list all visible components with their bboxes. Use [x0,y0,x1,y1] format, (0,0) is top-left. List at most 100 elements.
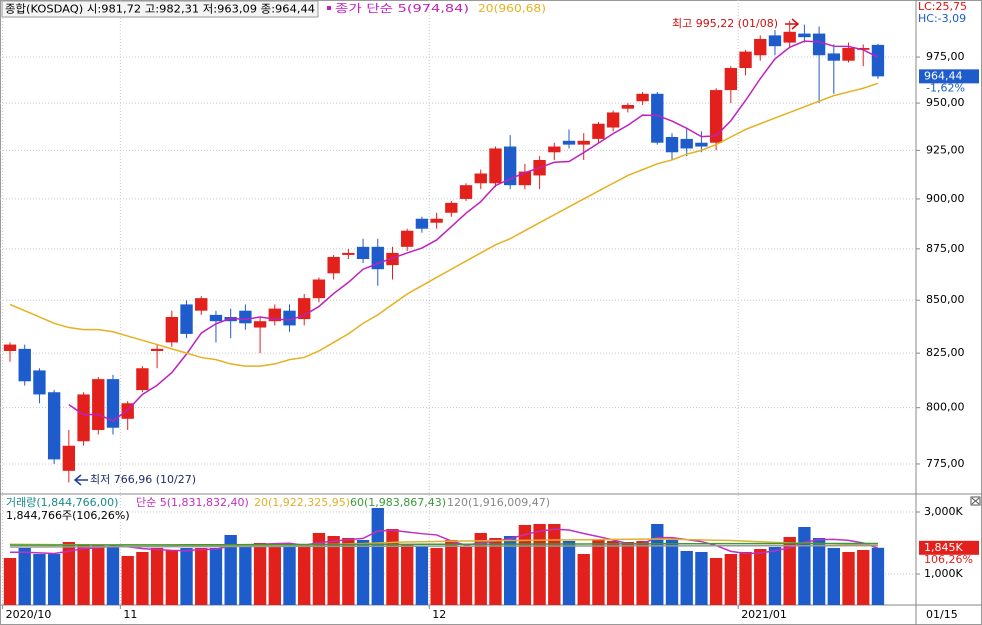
close-icon [971,497,980,505]
y-tick-label: 875,00 [926,242,965,255]
candle-body [459,185,473,199]
volume-bar [386,528,399,605]
low-annotation: 최저 766,96 (10/27) [90,473,196,486]
volume-bar [503,535,517,605]
y-tick-label: 975,00 [926,50,965,63]
volume-bar [224,534,237,605]
candle-body [92,379,105,430]
volume-bar [165,550,179,605]
high-annotation: 최고 995,22 (01/08) [672,17,778,30]
volume-bar [239,546,252,605]
legend-entry: 종가 단순 5(974,84) [335,2,469,15]
volume-bar [445,539,458,605]
candle-body [651,93,664,143]
change-label: -1,62% [926,81,965,94]
legend-entry: 60(1,983,867,43) [350,496,446,509]
candle-body [239,310,252,324]
hc-label: HC:-3,09 [918,12,966,25]
candle-body [592,123,605,139]
candle-body [180,304,193,334]
volume-bar [857,550,870,605]
volume-bar [356,539,370,605]
volume-bar [401,545,414,605]
volume-bar [298,545,311,605]
volume-ma-line [10,544,878,548]
title-box [1,0,319,18]
candle-body [606,112,620,128]
volume-bar [812,538,826,605]
lc-label: LC:25,75 [918,0,967,13]
candle-body [562,140,576,145]
candle-body [665,137,679,153]
candle-body [489,148,502,184]
candle-body [77,394,90,442]
candle-body [783,31,796,43]
candle-body [857,47,870,50]
volume-title: 거래량(1,844,766,00) [6,496,118,509]
candle-body [401,230,414,247]
volume-bar [562,540,576,605]
candle-body [695,142,708,147]
candle-body [312,279,326,299]
candle-body [18,348,31,382]
volume-bar [268,546,281,605]
candle-body [768,35,782,47]
volume-bar [533,523,546,605]
volume-bar [739,551,752,605]
volume-bar [651,523,664,605]
candle-body [356,246,370,260]
candle-body [253,321,267,328]
volume-bar [754,549,767,605]
volume-ma-line [10,528,879,555]
volume-bar [150,547,164,605]
chart-title: 종합(KOSDAQ) 시:981,72 고:982,31 저:963,09 종:… [5,3,315,16]
volume-bar [827,547,840,605]
candle-body [724,68,738,91]
y-tick-label: 800,00 [926,401,965,414]
ma-line [68,40,879,422]
candle-body [503,146,517,186]
x-tick-label: 2021/01 [741,608,787,621]
volume-bar [33,553,46,605]
candle-body [474,173,487,184]
volume-bar [18,547,31,605]
volume-bar [621,542,635,605]
candle-body [871,44,885,77]
candle-body [842,47,855,61]
candle-body [283,310,296,326]
last-volume-box [919,540,979,555]
y-tick-label: 775,00 [926,457,965,470]
volume-bar [342,538,355,605]
y-tick-label: 3,000K [924,505,963,518]
volume-bar [121,555,134,605]
last-price-label: 964,44 [924,69,963,82]
candle-body [224,316,237,322]
candle-body [150,348,164,351]
volume-bar [842,551,855,605]
legend-entry: 120(1,916,009,47) [447,496,550,509]
x-tick-label: 2020/10 [6,608,52,621]
volume-bar [62,542,76,605]
low-arrow [73,474,88,486]
volume-bar [415,546,429,605]
volume-bar [327,535,340,605]
volume-bar [724,553,738,605]
candle-body [136,368,149,391]
volume-bar [371,507,384,605]
volume-bar [253,542,267,605]
volume-bar [606,540,620,605]
last-price-box [919,69,979,84]
candle-body [621,104,635,109]
candle-body [445,202,458,213]
grid: 775,00 800,00 825,00 850,00 875,00 900,00 925,… [0,0,965,621]
high-arrow [785,18,800,30]
candle-body [106,379,120,428]
volume-bar [871,547,885,605]
volume-bar [798,526,811,605]
x-tick-label: 11 [123,608,137,621]
candle-body [798,33,811,38]
candle-body [195,298,208,311]
volume-bar [474,532,487,605]
